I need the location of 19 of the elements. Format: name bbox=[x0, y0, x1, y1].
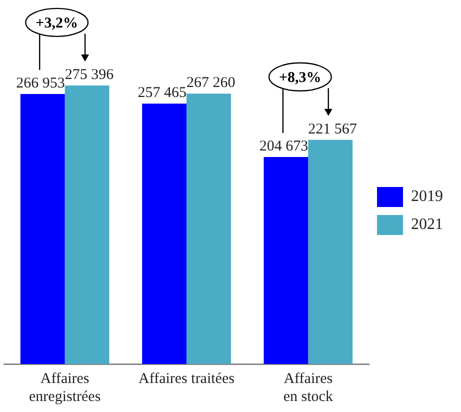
x-tick-label: Affaires enregistrées bbox=[29, 370, 101, 405]
bar bbox=[186, 94, 231, 364]
bar bbox=[20, 94, 65, 364]
text: +3,2% bbox=[36, 15, 78, 32]
data-label: 257 465 bbox=[138, 85, 186, 102]
data-label: 221 567 bbox=[308, 121, 358, 138]
x-tick-label: Affaires traitées bbox=[138, 370, 235, 387]
bar bbox=[308, 140, 353, 364]
legend-label: 2021 bbox=[411, 216, 443, 234]
bar bbox=[64, 85, 110, 364]
bar bbox=[264, 156, 308, 364]
legend-label: 2019 bbox=[411, 188, 443, 206]
data-label: 275 396 bbox=[64, 66, 114, 83]
bar bbox=[142, 104, 186, 364]
data-label: 204 673 bbox=[259, 138, 308, 154]
data-label: 266 953 bbox=[16, 75, 65, 92]
data-label: 267 260 bbox=[186, 75, 236, 92]
annotation: +8,3% bbox=[279, 70, 322, 86]
x-tick-label: Affaires en stock bbox=[283, 370, 334, 405]
